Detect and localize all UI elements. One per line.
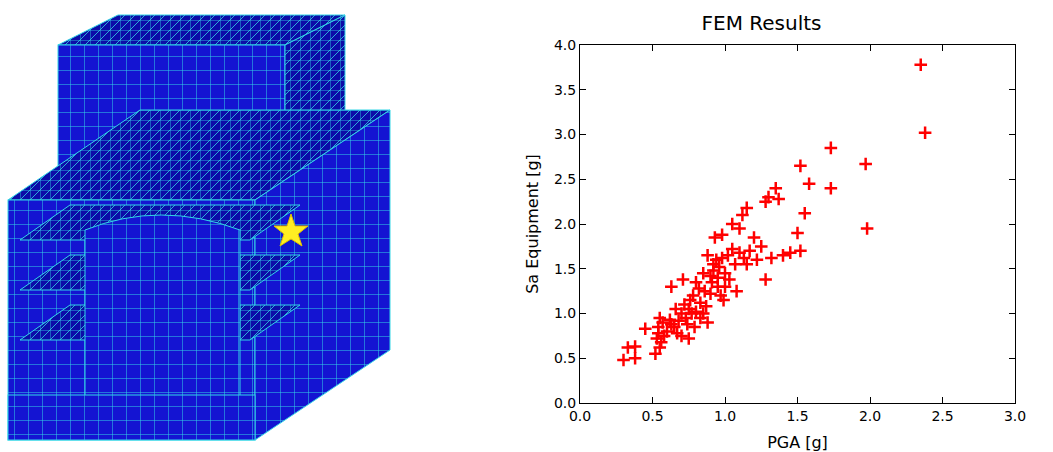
svg-text:3.0: 3.0 — [554, 126, 576, 142]
svg-text:Sa Equipment [g]: Sa Equipment [g] — [523, 154, 542, 294]
svg-text:1.0: 1.0 — [554, 305, 576, 321]
svg-text:FEM Results: FEM Results — [702, 11, 822, 35]
svg-text:2.0: 2.0 — [554, 216, 576, 232]
svg-text:3.5: 3.5 — [554, 82, 576, 98]
svg-text:2.5: 2.5 — [931, 408, 953, 424]
svg-text:4.0: 4.0 — [554, 37, 576, 53]
svg-text:0.5: 0.5 — [641, 408, 663, 424]
svg-text:3.0: 3.0 — [1004, 408, 1026, 424]
svg-text:1.5: 1.5 — [554, 261, 576, 277]
svg-text:2.5: 2.5 — [554, 171, 576, 187]
svg-text:PGA [g]: PGA [g] — [767, 433, 828, 452]
svg-text:0.5: 0.5 — [554, 350, 576, 366]
svg-text:1.5: 1.5 — [786, 408, 808, 424]
svg-text:2.0: 2.0 — [859, 408, 881, 424]
svg-text:0.0: 0.0 — [569, 408, 591, 424]
svg-text:0.0: 0.0 — [554, 395, 576, 411]
svg-text:1.0: 1.0 — [714, 408, 736, 424]
